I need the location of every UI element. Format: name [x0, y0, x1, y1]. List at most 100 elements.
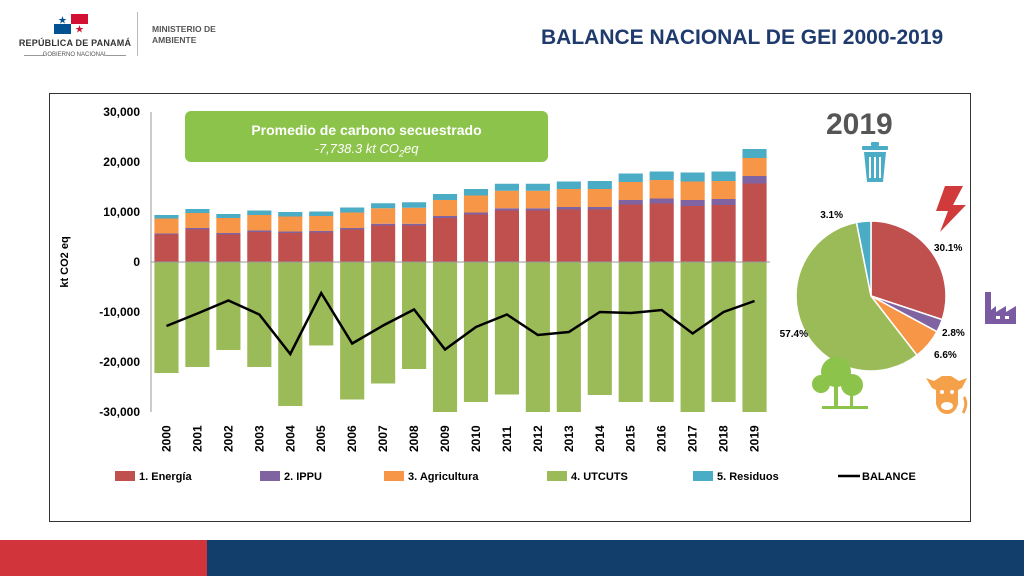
bar-energia: [371, 225, 396, 262]
y-tick-label: -20,000: [99, 355, 140, 369]
bar-utcuts: [402, 262, 427, 369]
pie-label-ippu: 2.8%: [942, 328, 965, 339]
legend-swatch-ippu: [260, 471, 280, 481]
y-tick-label: 10,000: [103, 205, 140, 219]
bar-agricultura: [463, 195, 489, 213]
divider: [106, 55, 126, 56]
bar-energia: [525, 210, 550, 262]
bar-energia: [247, 232, 272, 262]
bar-residuos: [402, 202, 427, 208]
bar-utcuts: [618, 262, 643, 402]
bar-utcuts: [216, 262, 241, 350]
bar-ippu: [711, 199, 736, 205]
legend-label-energia: 1. Energía: [139, 471, 192, 483]
bar-energia: [711, 205, 736, 262]
bar-energia: [340, 229, 365, 262]
pie-slice-utcuts: [795, 221, 919, 372]
bar-residuos: [494, 183, 519, 191]
legend-label-utcuts: 4. UTCUTS: [571, 471, 628, 483]
bar-agricultura: [618, 182, 643, 200]
bar-residuos: [216, 214, 241, 218]
bar-energia: [649, 203, 674, 262]
bar-residuos: [711, 171, 736, 181]
bar-residuos: [742, 149, 767, 158]
bar-ippu: [247, 230, 272, 232]
bar-utcuts: [587, 262, 612, 395]
x-tick-label: 2018: [717, 425, 731, 452]
bar-agricultura: [525, 190, 550, 209]
bar-residuos: [154, 215, 179, 219]
bar-agricultura: [587, 189, 612, 207]
legend-swatch-agricultura: [384, 471, 404, 481]
bar-residuos: [340, 207, 365, 213]
bar-agricultura: [371, 208, 396, 224]
gov-logo: REPÚBLICA DE PANAMÁ GOBIERNO NACIONAL: [10, 10, 140, 60]
bar-ippu: [154, 233, 179, 235]
government-name: GOBIERNO NACIONAL: [42, 52, 108, 58]
y-tick-label: -10,000: [99, 305, 140, 319]
bar-energia: [463, 214, 489, 262]
pie-label-energia: 30.1%: [934, 243, 962, 254]
bar-utcuts: [680, 262, 705, 412]
chart-frame: [49, 93, 971, 522]
bar-residuos: [309, 211, 334, 216]
bar-agricultura: [711, 181, 736, 199]
bar-energia: [309, 232, 334, 262]
pie-slice-residuos: [855, 220, 872, 297]
y-axis-label: kt CO2 eq: [59, 236, 71, 287]
country-name: REPÚBLICA DE PANAMÁ: [18, 38, 132, 48]
bar-utcuts: [154, 262, 179, 373]
bar-residuos: [525, 183, 550, 191]
bar-agricultura: [185, 213, 210, 228]
bar-utcuts: [556, 262, 581, 412]
pie-label-residuos: 3.1%: [820, 210, 843, 221]
x-tick-label: 2004: [283, 425, 297, 452]
bar-ippu: [402, 223, 427, 226]
bar-energia: [680, 206, 705, 262]
bar-ippu: [587, 207, 612, 210]
x-tick-label: 2007: [376, 425, 390, 452]
bar-energia: [556, 209, 581, 262]
bar-ippu: [494, 208, 519, 211]
page-title: BALANCE NACIONAL DE GEI 2000-2019: [541, 26, 944, 49]
x-tick-label: 2017: [686, 425, 700, 452]
bar-ippu: [371, 223, 396, 226]
banner-value-sub: 2: [399, 148, 405, 159]
trash-can-icon: [862, 142, 888, 182]
x-tick-label: 2008: [407, 425, 421, 452]
x-tick-label: 2003: [252, 425, 266, 452]
x-tick-label: 2002: [221, 425, 235, 452]
bar-ippu: [649, 198, 674, 204]
bar-agricultura: [432, 200, 458, 216]
bar-residuos: [618, 173, 643, 182]
footer-red-band: [0, 540, 207, 576]
bar-residuos: [185, 209, 210, 213]
bar-residuos: [247, 210, 272, 215]
legend-swatch-residuos: [693, 471, 713, 481]
bar-utcuts: [525, 262, 550, 412]
y-tick-label: 0: [133, 255, 140, 269]
bar-residuos: [432, 194, 458, 200]
bar-ippu: [680, 200, 705, 206]
header-divider: [137, 12, 138, 56]
bar-ippu: [340, 228, 365, 230]
x-tick-label: 2015: [624, 425, 638, 452]
bar-agricultura: [556, 189, 581, 207]
bar-ippu: [463, 212, 489, 215]
bar-energia: [216, 234, 241, 262]
bar-residuos: [556, 181, 581, 189]
bar-energia: [278, 233, 303, 262]
banner-value-unit: eq: [404, 141, 419, 156]
bar-energia: [402, 225, 427, 262]
panama-flag-icon: [54, 14, 88, 34]
bar-energia: [154, 234, 179, 262]
bar-agricultura: [340, 212, 365, 228]
banner-value-main: -7,738.3 kt CO: [314, 141, 400, 156]
y-tick-label: 30,000: [103, 105, 140, 119]
pie-label-agricultura: 6.6%: [934, 350, 957, 361]
bar-energia: [618, 204, 643, 262]
bar-utcuts: [649, 262, 674, 402]
x-tick-label: 2012: [531, 425, 545, 452]
bar-utcuts: [432, 262, 458, 412]
